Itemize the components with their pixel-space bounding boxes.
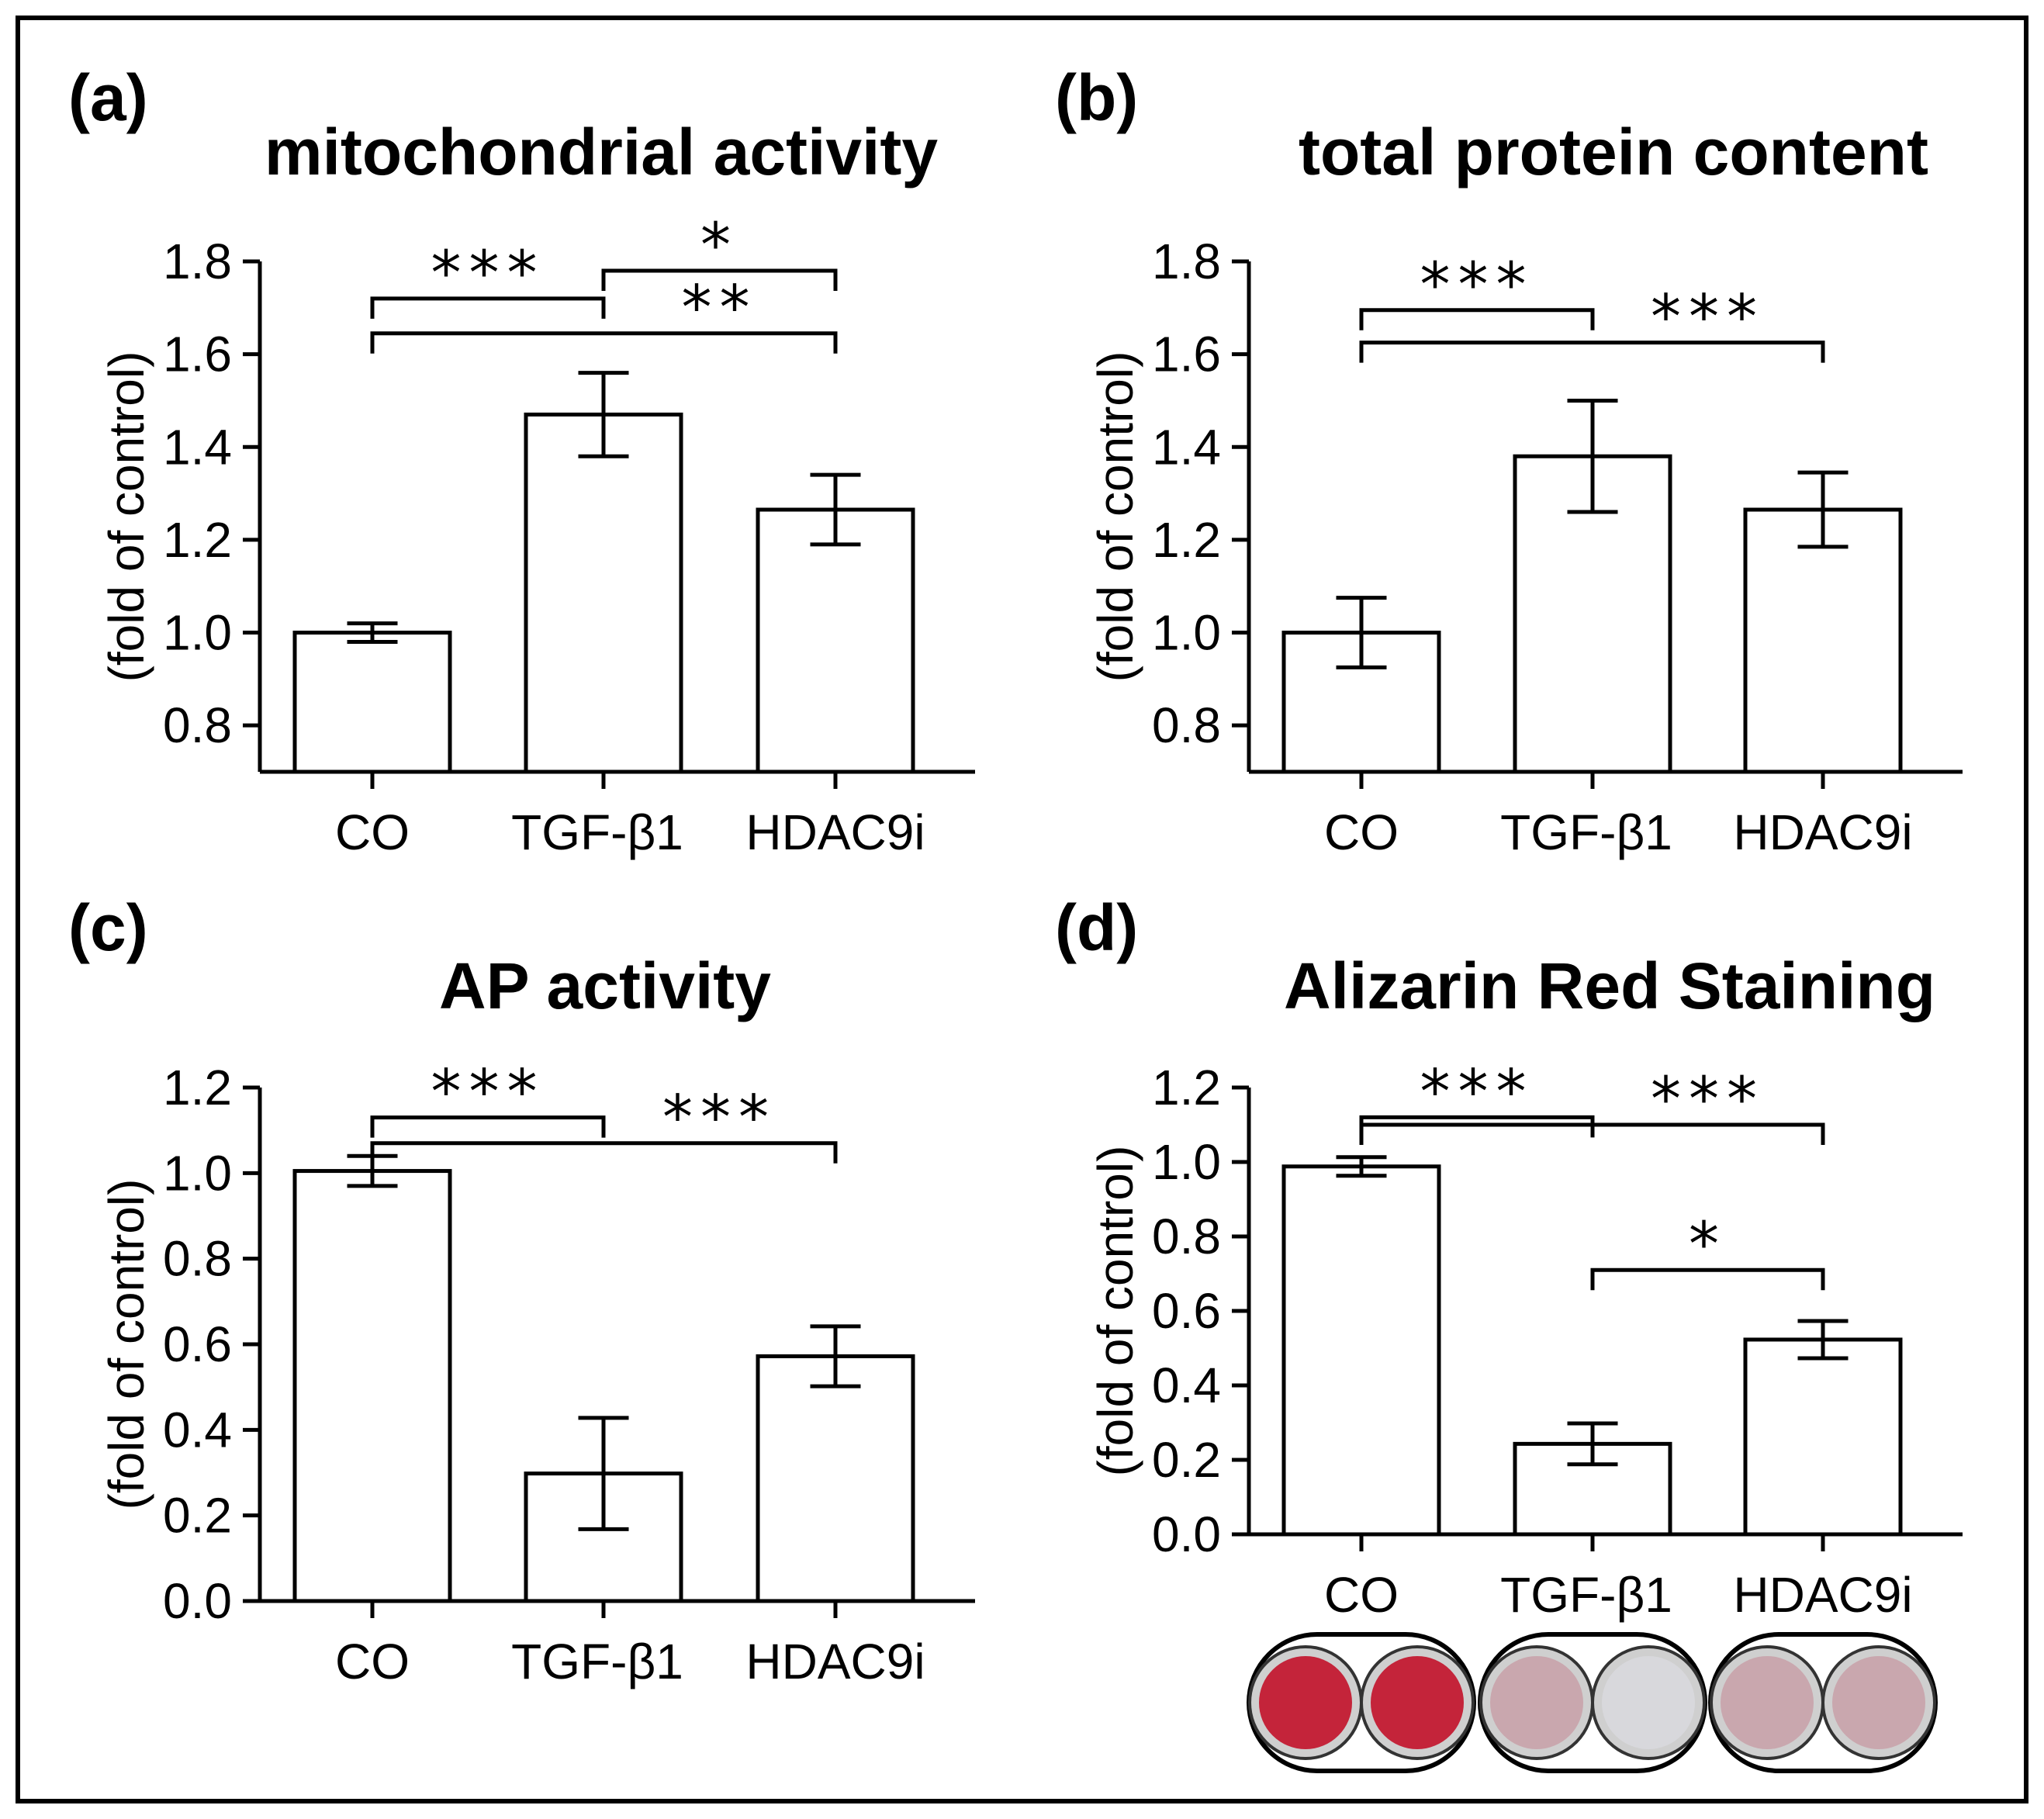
panel-b-category-label-0: CO bbox=[1324, 804, 1399, 860]
panel-d-y-tick-label: 1.2 bbox=[1152, 1060, 1221, 1115]
panel-d-y-tick-label: 0.2 bbox=[1152, 1432, 1221, 1488]
well-stain bbox=[1490, 1656, 1583, 1749]
panel-c: (c) AP activity (fold of control) 0.0 0.2 0.4… bbox=[68, 891, 975, 1689]
panel-b-significance-stars: *** bbox=[1651, 283, 1765, 353]
panel-b-y-tick-label: 1.4 bbox=[1152, 419, 1221, 475]
panel-c-category-label-2: HDAC9i bbox=[745, 1634, 925, 1689]
panel-b-significance-bracket bbox=[1359, 308, 1595, 330]
panel-c-y-tick-label: 1.2 bbox=[163, 1060, 232, 1115]
panel-b-y-tick-label: 1.0 bbox=[1152, 605, 1221, 661]
panel-a-significance-stars: *** bbox=[431, 239, 545, 309]
panel-a-bar-2 bbox=[756, 507, 915, 774]
well-stain bbox=[1259, 1656, 1352, 1749]
panel-c-bar-2 bbox=[756, 1354, 915, 1603]
panel-c-category-label-1: TGF-β1 bbox=[511, 1634, 683, 1689]
panel-d-category-label-2: HDAC9i bbox=[1733, 1567, 1912, 1623]
panel-d-significance-stars: *** bbox=[1651, 1065, 1765, 1135]
panel-d-significance-stars: *** bbox=[1420, 1057, 1534, 1127]
well-stain bbox=[1371, 1656, 1464, 1749]
panel-c-category-label-0: CO bbox=[335, 1634, 410, 1689]
panel-a-y-tick-label: 1.6 bbox=[163, 327, 232, 382]
panel-a-letter: (a) bbox=[68, 61, 148, 134]
panel-a-bar-0 bbox=[292, 631, 452, 774]
panel-d-y-tick-label: 1.0 bbox=[1152, 1134, 1221, 1190]
panel-d-significance-stars: * bbox=[1689, 1210, 1727, 1280]
well-stain bbox=[1832, 1656, 1925, 1749]
panel-a-y-axis-label: (fold of control) bbox=[99, 351, 154, 683]
panel-d-y-tick-label: 0.4 bbox=[1152, 1357, 1221, 1413]
panel-d-bar-0 bbox=[1281, 1164, 1441, 1537]
panel-c-letter: (c) bbox=[68, 891, 148, 964]
panel-a-y-tick-label: 1.4 bbox=[163, 419, 232, 475]
panel-b-significance-stars: *** bbox=[1420, 251, 1534, 320]
panel-d-title: Alizarin Red Staining bbox=[1284, 949, 1935, 1022]
panel-c-y-tick-label: 1.0 bbox=[163, 1145, 232, 1201]
panel-b-y-tick-label: 1.6 bbox=[1152, 327, 1221, 382]
panel-a-category-label-1: TGF-β1 bbox=[511, 804, 683, 860]
panel-d-category-label-1: TGF-β1 bbox=[1500, 1567, 1672, 1623]
panel-a-y-tick-label: 0.8 bbox=[163, 697, 232, 753]
panel-c-significance-bracket bbox=[370, 1141, 838, 1164]
panel-d-significance-bracket bbox=[1359, 1122, 1825, 1145]
panel-c-y-tick-label: 0.6 bbox=[163, 1316, 232, 1372]
panel-a-category-label-2: HDAC9i bbox=[745, 804, 925, 860]
panel-a-significance-bracket bbox=[370, 331, 838, 354]
panel-a: (a) mitochondrial activity (fold of contro… bbox=[68, 61, 975, 860]
panel-a-significance-bracket bbox=[370, 296, 606, 319]
panel-b-y-tick-label: 1.2 bbox=[1152, 512, 1221, 568]
panel-c-y-tick-label: 0.0 bbox=[163, 1573, 232, 1629]
panel-a-y-tick-label: 1.0 bbox=[163, 605, 232, 661]
panel-b-y-tick-label: 0.8 bbox=[1152, 697, 1221, 753]
well-stain bbox=[1602, 1656, 1695, 1749]
panel-b-letter: (b) bbox=[1055, 61, 1138, 134]
well-stain bbox=[1721, 1656, 1814, 1749]
panel-d-y-axis-label: (fold of control) bbox=[1088, 1146, 1143, 1477]
panel-c-y-tick-label: 0.8 bbox=[163, 1231, 232, 1287]
panel-b-y-tick-label: 1.8 bbox=[1152, 233, 1221, 289]
panel-b-category-label-1: TGF-β1 bbox=[1500, 804, 1672, 860]
panel-d: (d) Alizarin Red Staining (fold of control… bbox=[1055, 891, 1963, 1623]
panel-b-title: total protein content bbox=[1299, 116, 1928, 188]
panel-d-significance-bracket bbox=[1590, 1267, 1825, 1291]
panel-a-significance-stars: * bbox=[700, 211, 738, 281]
panel-c-y-tick-label: 0.2 bbox=[163, 1488, 232, 1544]
panel-a-significance-bracket bbox=[601, 268, 838, 291]
panel-a-category-label-0: CO bbox=[335, 804, 410, 860]
panels: (a) mitochondrial activity (fold of contro… bbox=[68, 61, 1963, 1689]
panel-a-y-tick-label: 1.2 bbox=[163, 512, 232, 568]
panel-b-significance-bracket bbox=[1359, 341, 1825, 363]
panel-b-bar-2 bbox=[1743, 507, 1903, 774]
panel-d-y-tick-label: 0.0 bbox=[1152, 1506, 1221, 1562]
panel-b-y-axis-label: (fold of control) bbox=[1088, 351, 1143, 683]
panel-c-y-axis-label: (fold of control) bbox=[99, 1179, 154, 1510]
panel-b-category-label-2: HDAC9i bbox=[1733, 804, 1912, 860]
panel-a-title: mitochondrial activity bbox=[265, 116, 938, 188]
panel-a-y-tick-label: 1.8 bbox=[163, 233, 232, 289]
panel-c-significance-stars: *** bbox=[662, 1084, 776, 1153]
panel-c-significance-bracket bbox=[370, 1115, 606, 1138]
alizarin-well-images bbox=[1247, 1632, 1938, 1773]
panel-a-significance-stars: ** bbox=[682, 274, 758, 344]
panel-d-letter: (d) bbox=[1055, 891, 1138, 964]
panel-d-y-tick-label: 0.6 bbox=[1152, 1283, 1221, 1339]
panel-d-category-label-0: CO bbox=[1324, 1567, 1399, 1623]
panel-c-title: AP activity bbox=[439, 949, 771, 1022]
panel-d-y-tick-label: 0.8 bbox=[1152, 1209, 1221, 1264]
panel-c-significance-stars: *** bbox=[431, 1058, 545, 1128]
panel-c-bar-0 bbox=[292, 1169, 452, 1603]
panel-d-bar-2 bbox=[1743, 1337, 1903, 1537]
panel-a-bar-1 bbox=[524, 412, 683, 774]
panel-c-y-tick-label: 0.4 bbox=[163, 1402, 232, 1458]
panel-b: (b) total protein content (fold of control… bbox=[1055, 61, 1963, 860]
